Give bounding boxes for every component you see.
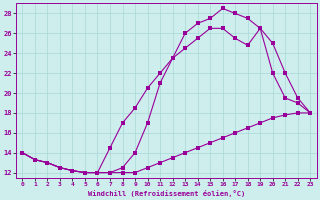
X-axis label: Windchill (Refroidissement éolien,°C): Windchill (Refroidissement éolien,°C)	[88, 190, 245, 197]
